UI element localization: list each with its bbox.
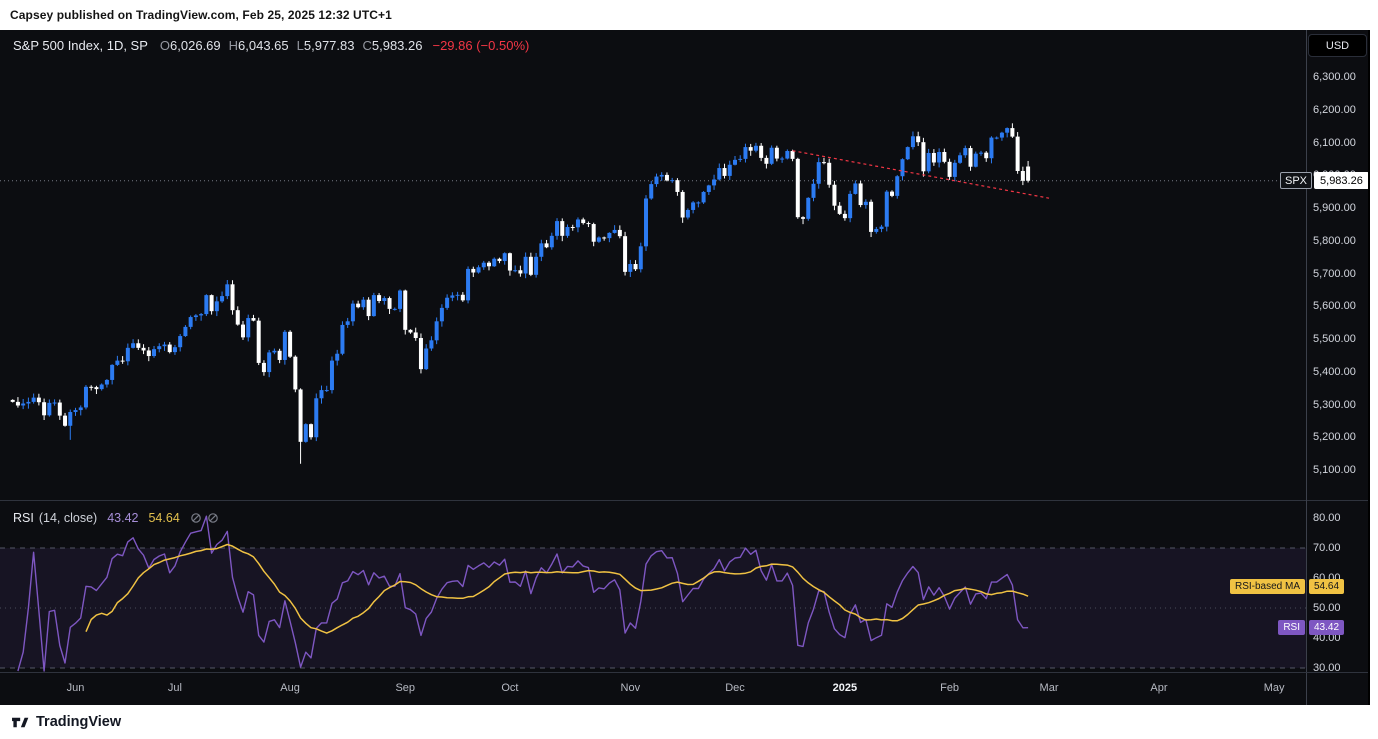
price-tick-label: 6,200.00: [1313, 103, 1356, 116]
change-value: −29.86 (−0.50%): [432, 38, 530, 53]
time-tick-label: May: [1263, 682, 1285, 694]
last-price-label: SPX 5,983.26: [1280, 172, 1368, 189]
symbol-ticker-badge: SPX: [1280, 172, 1313, 189]
publisher-banner: Capsey published on TradingView.com, Feb…: [0, 0, 1378, 30]
chart-region: S&P 500 Index, 1D, SP O6,026.69 H6,043.6…: [0, 30, 1378, 705]
rsi-tick-label: 40.00: [1313, 632, 1341, 644]
low-value: L5,977.83: [296, 38, 355, 53]
price-tick-label: 5,100.00: [1313, 464, 1356, 476]
time-tick-label: Aug: [280, 682, 300, 694]
rsi-tick-label: 30.00: [1313, 662, 1341, 674]
price-tick-label: 5,900.00: [1313, 202, 1356, 214]
rsi-tick-label: 80.00: [1313, 512, 1341, 524]
price-tick-label: 5,600.00: [1313, 300, 1356, 313]
price-tick-label: 6,300.00: [1313, 71, 1356, 83]
rsi-ma-value-badge: 54.64: [1309, 579, 1345, 594]
time-tick-label: Dec: [725, 682, 745, 694]
time-tick-label: Jul: [167, 682, 182, 694]
rsi-ma-label-badge: RSI-based MA: [1229, 579, 1305, 594]
open-value: O6,026.69: [159, 38, 221, 53]
chart-widget[interactable]: S&P 500 Index, 1D, SP O6,026.69 H6,043.6…: [0, 30, 1370, 705]
price-tick-label: 5,300.00: [1313, 398, 1356, 411]
close-value: C5,983.26: [362, 38, 423, 53]
rsi-tick-label: 70.00: [1313, 542, 1341, 554]
price-tick-label: 5,700.00: [1313, 267, 1356, 280]
visibility-toggle-icon[interactable]: [190, 512, 202, 524]
time-scale[interactable]: Jun Jul Aug Sep Oct Nov Dec 2025 Feb Mar Apr May: [0, 672, 1368, 705]
price-tick-label: 5,800.00: [1313, 234, 1356, 247]
price-axis-separator: [1306, 30, 1307, 705]
chart-canvas[interactable]: [0, 30, 1368, 705]
visibility-toggle-icon[interactable]: [207, 512, 219, 524]
symbol-title[interactable]: S&P 500 Index, 1D, SP: [13, 38, 148, 53]
symbol-legend: S&P 500 Index, 1D, SP O6,026.69 H6,043.6…: [13, 38, 529, 53]
time-tick-label: 2025: [832, 682, 858, 694]
time-tick-label: Mar: [1039, 682, 1059, 694]
pane-divider[interactable]: [0, 500, 1368, 501]
rsi-current-value: 43.42: [107, 511, 139, 525]
footer-brand-text[interactable]: TradingView: [36, 714, 122, 730]
price-tick-label: 5,400.00: [1313, 365, 1356, 378]
price-tick-label: 6,100.00: [1313, 136, 1356, 149]
time-tick-label: Nov: [620, 682, 641, 694]
price-tick-label: 5,500.00: [1313, 333, 1356, 345]
rsi-title[interactable]: RSI: [13, 511, 34, 525]
time-tick-label: Jun: [66, 682, 85, 694]
publisher-text: Capsey published on TradingView.com, Feb…: [10, 8, 392, 22]
time-tick-label: Oct: [501, 682, 519, 694]
rsi-ma-current-value: 54.64: [148, 511, 180, 525]
rsi-label-badge: RSI: [1278, 620, 1305, 635]
currency-button[interactable]: USD: [1308, 34, 1367, 57]
high-value: H6,043.65: [228, 38, 289, 53]
time-tick-label: Feb: [940, 682, 960, 694]
tradingview-logo[interactable]: [10, 713, 29, 732]
price-tick-label: 5,200.00: [1313, 431, 1356, 444]
time-tick-label: Apr: [1150, 682, 1168, 694]
rsi-tick-label: 50.00: [1313, 602, 1341, 614]
footer: TradingView: [0, 705, 1378, 739]
rsi-legend: RSI (14, close) 43.42 54.64: [13, 511, 224, 525]
time-tick-label: Sep: [395, 682, 416, 694]
rsi-params: (14, close): [38, 511, 98, 525]
rsi-value-badge: 43.42: [1309, 620, 1345, 635]
last-price-badge: 5,983.26: [1314, 172, 1368, 189]
